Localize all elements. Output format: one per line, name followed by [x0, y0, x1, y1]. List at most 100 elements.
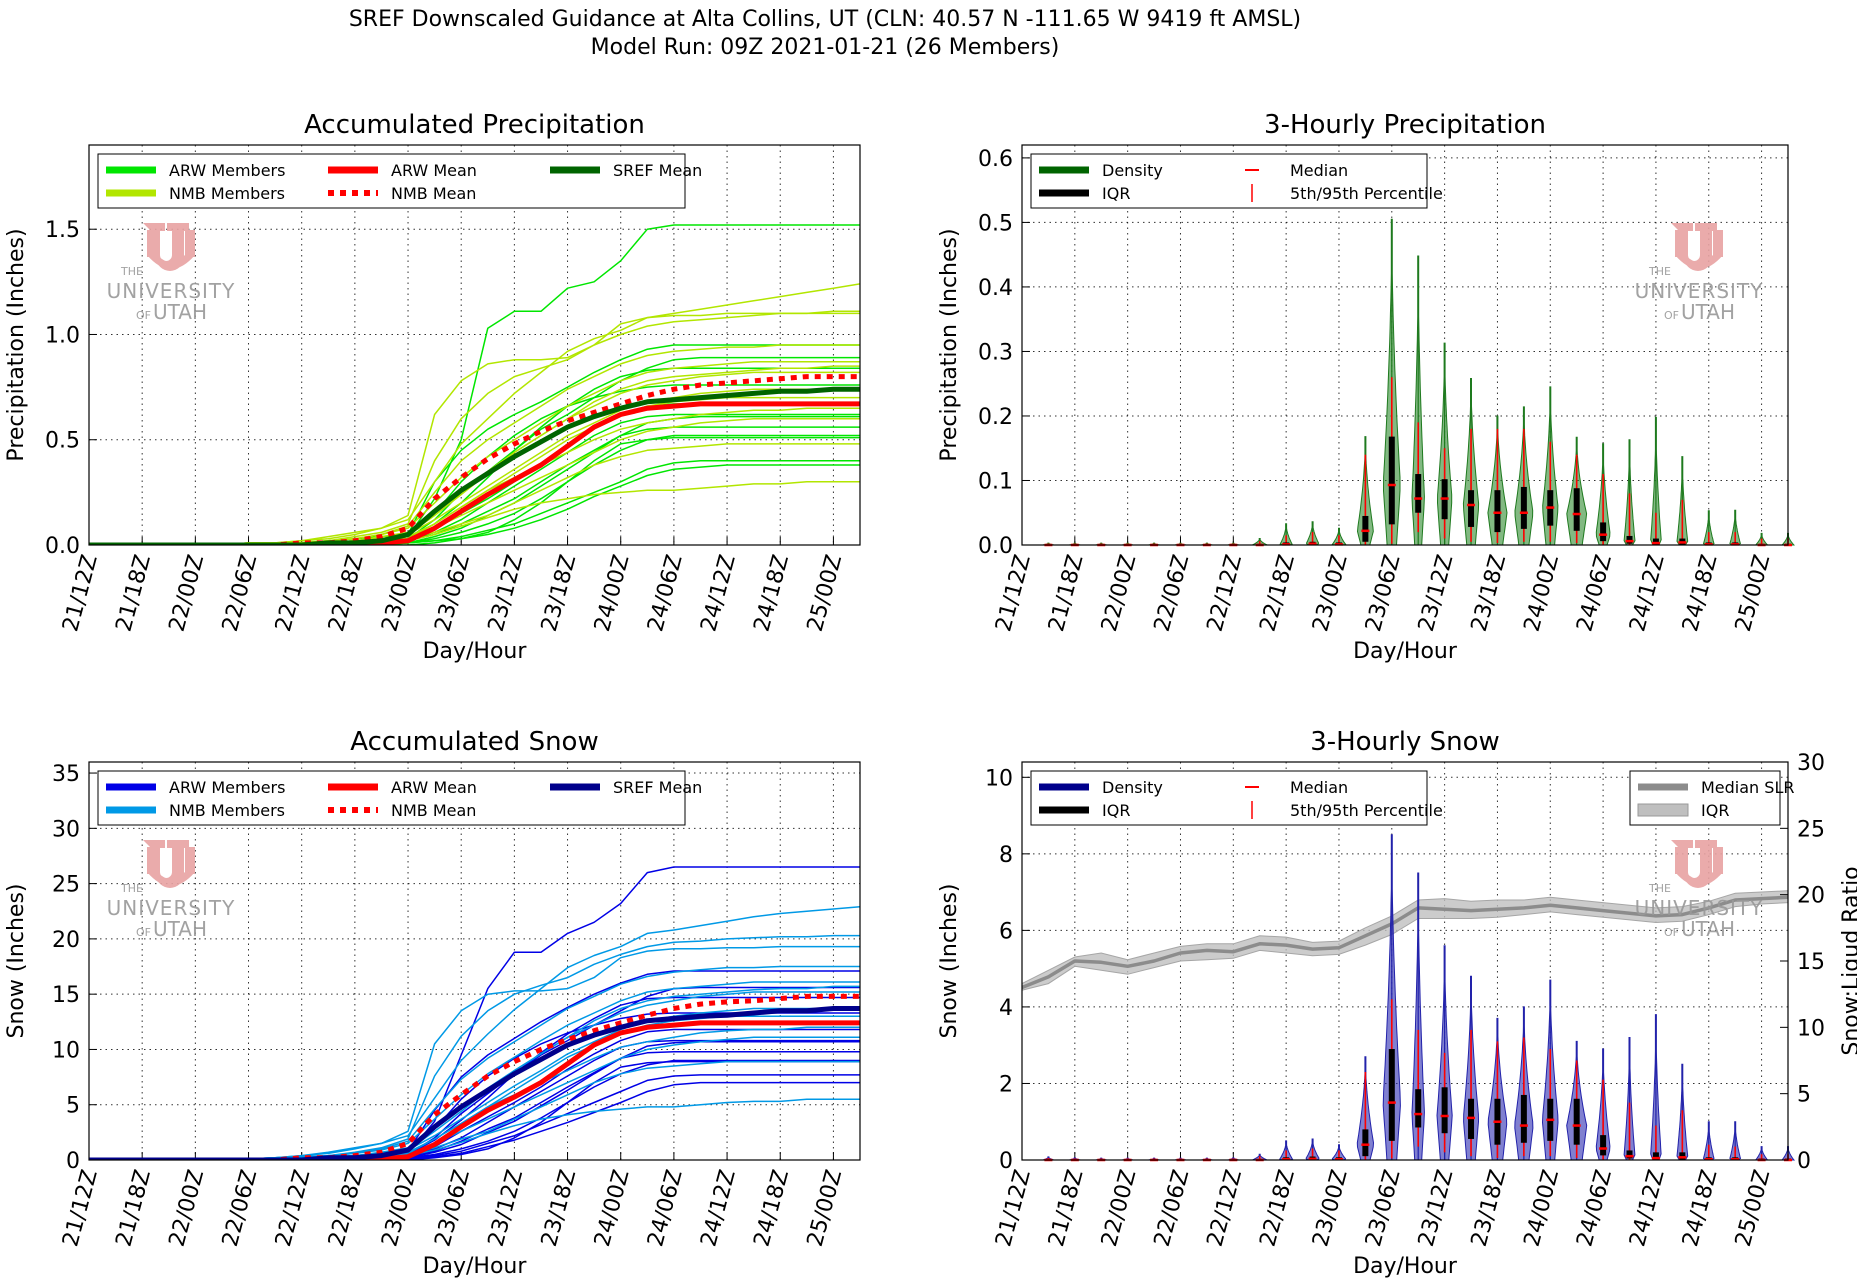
x-tick-label: 22/00Z: [165, 552, 209, 634]
x-tick-label: 24/06Z: [643, 552, 687, 634]
legend-label: Median: [1290, 778, 1348, 797]
x-tick-label: 22/06Z: [1150, 1167, 1194, 1249]
legend-label: ARW Members: [169, 161, 285, 180]
nmb-member-line: [89, 310, 860, 545]
violin: [1729, 509, 1741, 546]
x-tick-label: 22/06Z: [218, 1167, 262, 1249]
legend-label: Median SLR: [1701, 778, 1794, 797]
x-tick-label: 23/18Z: [1467, 552, 1511, 634]
x-tick-label: 24/18Z: [750, 1167, 794, 1249]
logo-of: OF: [136, 309, 151, 322]
y-tick-label: 2: [999, 1072, 1013, 1097]
block-u-left: [147, 230, 157, 257]
y-tick-label: 10: [985, 766, 1013, 791]
violin: [1595, 443, 1611, 546]
iqr-bar: [1362, 515, 1369, 542]
legend-label: Density: [1102, 161, 1163, 180]
violin: [1487, 415, 1508, 546]
chart-title: Accumulated Snow: [350, 727, 598, 757]
block-u-base: [1675, 255, 1723, 269]
y-tick-label: 15: [52, 983, 80, 1008]
violin: [1566, 436, 1588, 546]
violin: [1676, 1063, 1689, 1161]
suptitle-line2: Model Run: 09Z 2021-01-21 (26 Members): [590, 35, 1060, 60]
chart-title: Accumulated Precipitation: [304, 110, 645, 140]
nmb-member-line: [89, 407, 860, 545]
violin: [1729, 1121, 1742, 1161]
arw-member-line: [89, 460, 860, 545]
x-axis-label: Day/Hour: [423, 639, 528, 664]
legend-item: ARW Members: [106, 161, 285, 180]
nmb-member-line: [89, 1026, 860, 1160]
legend-box: [1030, 770, 1428, 826]
axes-frame: [1021, 761, 1789, 1161]
arw-member-line: [89, 413, 860, 545]
iqr-bar: [1626, 535, 1633, 544]
logo-university: UNIVERSITY: [107, 896, 236, 920]
iqr-bar: [1415, 1089, 1422, 1128]
legend-box: [97, 770, 686, 826]
x-tick-label: 24/06Z: [1572, 552, 1616, 634]
logo-the: THE: [120, 265, 143, 278]
legend-item: Median: [1245, 161, 1348, 180]
nmb-member-line: [89, 945, 860, 1160]
x-tick-label: 24/18Z: [1678, 1167, 1722, 1249]
logo-of: OF: [1664, 926, 1679, 939]
nmb-member-line: [89, 481, 860, 545]
y-tick-label: 0: [66, 1149, 80, 1174]
iqr-bar: [1441, 1087, 1448, 1134]
x-tick-label: 24/12Z: [1625, 1167, 1669, 1249]
arw-member-line: [89, 403, 860, 545]
y-tick-label: 0.4: [978, 276, 1013, 301]
y-axis-label: Snow (Inches): [4, 884, 29, 1039]
violin: [1542, 386, 1559, 546]
x-tick-label: 22/18Z: [324, 1167, 368, 1249]
x-tick-label: 23/12Z: [484, 552, 528, 634]
arw-mean-line: [89, 1020, 860, 1160]
x-tick-label: 23/00Z: [1308, 1167, 1352, 1249]
violin: [1463, 975, 1480, 1161]
violin: [1252, 1153, 1268, 1162]
x-tick-label: 25/00Z: [803, 1167, 847, 1249]
x-tick-label: 23/00Z: [377, 1167, 421, 1249]
violin: [1279, 523, 1293, 546]
x-tick-label: 21/12Z: [58, 552, 102, 634]
legend-label: NMB Members: [169, 184, 285, 203]
arw-member-line: [89, 426, 860, 545]
legend-label: Median: [1290, 161, 1348, 180]
y-tick-label: 0.0: [978, 534, 1013, 559]
nmb-member-line: [89, 443, 860, 545]
sref-mean-line: [89, 1006, 860, 1160]
iqr-bar: [1520, 1094, 1527, 1143]
legend: Density IQR Median 5th/95th Percentile: [1030, 153, 1443, 209]
panel-1: 0.00.51.01.521/12Z 21/18Z 22/00Z 22/06Z 22/1…: [4, 110, 861, 664]
nmb-member-line: [89, 1007, 860, 1160]
x-tick-label: 22/12Z: [1203, 552, 1247, 634]
x-tick-label: 22/18Z: [324, 552, 368, 634]
x-tick-label: 21/12Z: [58, 1167, 102, 1249]
violin: [1702, 510, 1715, 546]
x-tick-label: 22/12Z: [271, 552, 315, 634]
nmb-member-line: [89, 906, 860, 1160]
logo-of: OF: [136, 926, 151, 939]
iqr-bar: [1573, 1098, 1580, 1145]
series-lines: [89, 224, 860, 545]
nmb-member-line: [89, 312, 860, 545]
x-tick-label: 21/18Z: [112, 1167, 156, 1249]
x-tick-label: 23/06Z: [1361, 1167, 1405, 1249]
logo-utah: UTAH: [153, 300, 207, 324]
x-tick-label: 24/00Z: [590, 1167, 634, 1249]
x-tick-label: 23/06Z: [431, 1167, 475, 1249]
y-tick-label: 1.5: [45, 218, 80, 243]
legend-item: ARW Mean: [328, 161, 477, 180]
x-tick-label: 24/12Z: [1625, 552, 1669, 634]
x-axis-label: Day/Hour: [1353, 1254, 1458, 1279]
violin: [1623, 1037, 1636, 1161]
x-tick-label: 22/06Z: [218, 552, 262, 634]
grid: [1021, 145, 1788, 546]
